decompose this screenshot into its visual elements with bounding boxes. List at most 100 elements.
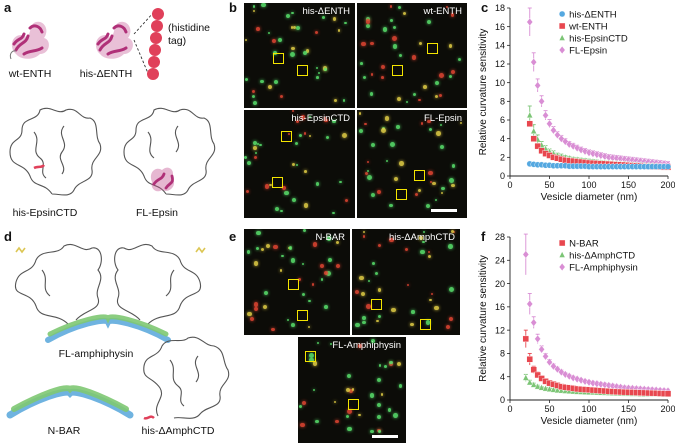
y-tick-label: 0 — [500, 395, 505, 405]
legend-label: FL-Epsin — [569, 46, 607, 57]
fluorescence-spot — [361, 291, 365, 296]
data-point — [542, 111, 549, 120]
his-damphctd-caption: his-ΔAmphCTD — [141, 425, 215, 437]
legend-label: his-ΔAmphCTD — [569, 251, 635, 262]
fluorescence-spot — [288, 246, 293, 251]
x-tick-label: 0 — [507, 180, 512, 190]
micrograph-label: his-EpsinCTD — [291, 113, 350, 124]
data-point — [664, 390, 672, 397]
series-diamond — [526, 7, 672, 169]
data-point — [554, 130, 561, 140]
fluorescence-spot — [269, 183, 272, 187]
fluorescence-spot — [358, 112, 362, 116]
data-point — [530, 366, 537, 373]
fluorescence-spot — [244, 38, 248, 42]
highlight-box — [414, 170, 425, 181]
data-point — [526, 378, 534, 386]
fluorescence-spot — [344, 199, 349, 203]
data-point — [534, 382, 541, 390]
fluorescence-spot — [430, 180, 433, 183]
fluorescence-spot — [304, 170, 307, 173]
fluorescence-spot — [326, 271, 332, 276]
fluorescence-spot — [246, 250, 251, 255]
y-tick-label: 8 — [500, 97, 505, 107]
micrograph-his-damphctd: his-ΔAmphCTD — [352, 229, 460, 335]
fluorescence-spot — [379, 364, 382, 367]
micrograph-wt-enth: wt-ENTH — [357, 3, 467, 108]
fluorescence-spot — [301, 293, 306, 297]
y-tick-label: 18 — [495, 3, 505, 13]
fluorescence-spot — [429, 298, 432, 302]
y-tick-label: 12 — [495, 59, 505, 69]
fluorescence-spot — [253, 141, 258, 145]
fluorescence-spot — [366, 170, 370, 173]
fluorescence-spot — [312, 361, 318, 366]
fluorescence-spot — [303, 132, 307, 135]
x-tick-label: 0 — [507, 404, 512, 414]
fluorescence-spot — [355, 322, 360, 328]
fluorescence-spot — [252, 94, 256, 98]
micrograph-label: his-ΔENTH — [302, 6, 350, 17]
fluorescence-spot — [370, 193, 376, 198]
fluorescence-spot — [389, 360, 393, 365]
fluorescence-spot — [398, 383, 403, 388]
data-point — [522, 373, 530, 381]
x-tick-label: 150 — [621, 180, 636, 190]
micrograph-label: wt-ENTH — [423, 6, 462, 17]
fluorescence-spot — [445, 324, 451, 330]
fluorescence-spot — [376, 319, 379, 323]
data-point — [526, 299, 534, 309]
fluorescence-spot — [428, 128, 432, 131]
y-tick-label: 8 — [500, 349, 505, 359]
fluorescence-spot — [296, 164, 299, 167]
fluorescence-spot — [382, 27, 388, 32]
fluorescence-spot — [254, 152, 257, 155]
fluorescence-spot — [366, 304, 371, 309]
fluorescence-spot — [405, 101, 408, 104]
fluorescence-spot — [335, 420, 339, 424]
x-tick-label: 100 — [581, 180, 596, 190]
fluorescence-spot — [287, 319, 290, 322]
highlight-box — [392, 65, 403, 76]
fluorescence-spot — [260, 247, 265, 251]
fluorescence-spot — [273, 80, 278, 85]
data-point — [526, 120, 533, 127]
fluorescence-spot — [302, 263, 305, 266]
fluorescence-spot — [406, 283, 410, 287]
fluorescence-spot — [427, 19, 432, 24]
fluorescence-spot — [268, 85, 273, 90]
fluorescence-spot — [363, 122, 367, 126]
fluorescence-spot — [377, 243, 381, 248]
fluorescence-spot — [397, 6, 401, 10]
y-tick-label: 4 — [500, 134, 505, 144]
fluorescence-spot — [279, 269, 283, 273]
fluorescence-spot — [334, 400, 337, 403]
fluorescence-spot — [458, 57, 462, 62]
data-point — [530, 380, 538, 388]
data-point — [546, 119, 553, 128]
fluorescence-spot — [286, 13, 291, 18]
fluorescence-spot — [342, 99, 346, 102]
chart-f: 0 4 8 12 16 20 24 28 0 50 100 150 200 Vesicle diamete… — [478, 232, 675, 427]
fluorescence-spot — [404, 247, 409, 252]
fluorescence-spot — [330, 343, 333, 346]
legend-label: his-EpsinCTD — [569, 34, 628, 45]
y-tick-label: 6 — [500, 115, 505, 125]
fluorescence-spot — [308, 116, 311, 119]
fluorescence-spot — [307, 325, 311, 329]
fluorescence-spot — [358, 343, 362, 348]
y-tick-label: 16 — [495, 22, 505, 32]
micrograph-fl-epsin: FL-Epsin — [357, 110, 467, 218]
fluorescence-spot — [425, 319, 431, 325]
legend-marker — [558, 22, 566, 30]
legend-marker — [558, 239, 566, 247]
fluorescence-spot — [261, 3, 266, 8]
legend-label: FL-Amphiphysin — [569, 263, 638, 274]
fluorescence-spot — [452, 230, 456, 234]
fluorescence-spot — [311, 283, 315, 287]
highlight-box — [281, 131, 292, 142]
data-point — [530, 58, 537, 67]
fluorescence-spot — [377, 190, 382, 195]
data-point — [526, 111, 534, 119]
fluorescence-spot — [264, 291, 269, 295]
